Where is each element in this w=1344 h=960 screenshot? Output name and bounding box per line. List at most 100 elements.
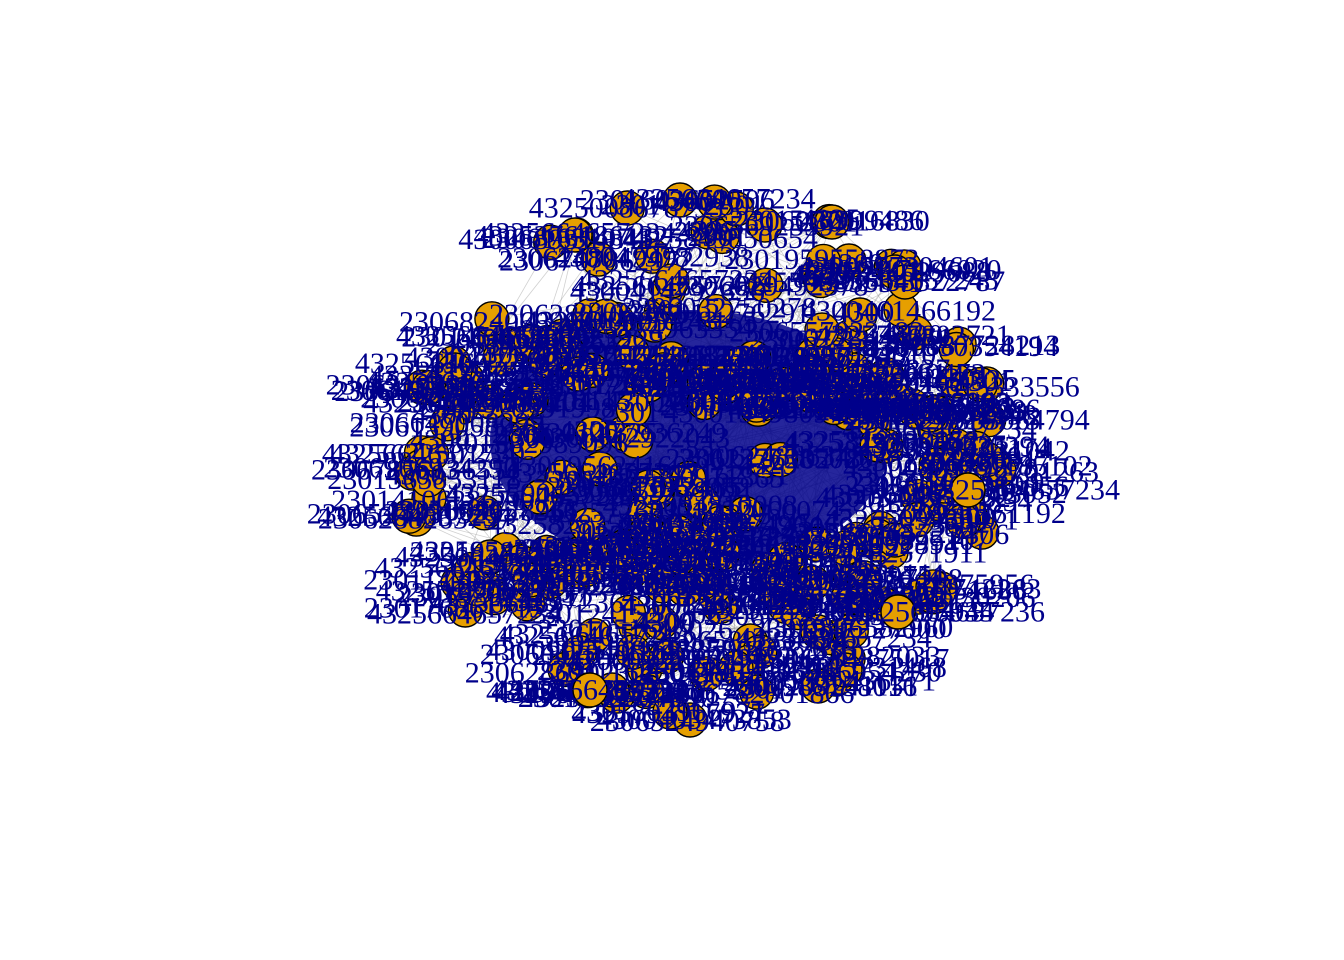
node-label: 4325664657234 — [616, 520, 811, 553]
node-label: 2306339728265 — [425, 328, 620, 361]
node-label: 2306042849570 — [480, 638, 675, 671]
node-label: 4325 — [497, 322, 557, 355]
node-label: 2306793961524 — [641, 656, 836, 689]
node-label: 4325550971865 — [589, 462, 784, 495]
node-label: 2306844629551 — [657, 386, 852, 419]
node-label: 2301440703391 — [640, 654, 835, 687]
node-label: 4300 — [671, 384, 731, 417]
node-label: 4300461466192 — [801, 295, 996, 328]
node-label: 4325664657234 — [579, 264, 774, 297]
node-label: 2301768617152 — [364, 591, 559, 624]
graph-node — [912, 397, 948, 433]
graph-node — [747, 207, 783, 243]
graph-node — [748, 267, 784, 303]
graph-node — [962, 366, 999, 403]
node-label: 4325664657236 — [429, 587, 624, 620]
graph-node — [580, 241, 617, 277]
node-label: 2301020996093 — [815, 386, 1010, 419]
node-label: 2301 — [513, 535, 573, 568]
node-label: 4325664657236 — [572, 339, 767, 372]
node-label: 4325664657234 — [480, 217, 675, 250]
node-label: 4325854529737 — [409, 535, 604, 568]
node-label: 2306 — [901, 447, 961, 480]
node-label: 4300887728213 — [865, 329, 1060, 362]
node-label: 4325664657234 — [714, 382, 909, 415]
node-label: 4300 — [442, 569, 502, 602]
node-label: 2301799353837 — [755, 353, 950, 386]
node-label: 4325664657234 — [322, 438, 517, 471]
node-label: 4325 — [499, 585, 559, 618]
graph-edge — [576, 231, 709, 236]
node-label: 2301429584651 — [769, 584, 964, 617]
node-label: 4325664657234 — [587, 544, 782, 577]
graph-node — [899, 502, 935, 538]
node-label: 4300 — [559, 415, 619, 448]
node-label: 4300 — [385, 459, 445, 492]
graph-node — [588, 298, 624, 334]
node-label: 4300108140826 — [579, 519, 774, 552]
node-label: 2301 — [872, 386, 932, 419]
node-label: 4325094810008 — [603, 489, 798, 522]
node-label: 2306 — [536, 464, 596, 497]
graph-node — [569, 551, 606, 587]
node-label: 2301 — [817, 532, 877, 565]
node-label: 4325664657243 — [556, 533, 751, 566]
node-label: 2301173036098 — [657, 340, 851, 373]
node-label: 4325456647157 — [612, 569, 807, 602]
node-label: 4325615972160 — [369, 359, 564, 392]
node-label: 4300075662374 — [615, 521, 810, 554]
node-label: 4325 — [712, 498, 772, 531]
node-label: 4300 — [500, 327, 560, 360]
node-label: 2306 — [836, 369, 896, 402]
graph-node — [472, 539, 508, 575]
graph-node — [652, 694, 688, 730]
graph-node — [529, 534, 565, 571]
node-label: 4300447371959 — [405, 341, 600, 374]
node-label: 2301426995396 — [592, 528, 787, 561]
graph-node — [645, 352, 682, 388]
graph-node — [859, 427, 895, 463]
node-label: 4300479782938 — [554, 240, 749, 273]
node-label: 4325778748869 — [631, 370, 826, 403]
node-label: 2301777162551 — [595, 459, 790, 492]
node-label: 2306647008299 — [350, 406, 545, 439]
graph-node — [800, 614, 836, 650]
node-label: 2301 — [601, 189, 661, 222]
node-label: 4300 — [728, 393, 788, 426]
node-label: 2306 — [492, 417, 552, 450]
node-label: 4325 — [801, 621, 861, 654]
node-label-4300: 4300 — [410, 424, 470, 457]
node-label: 4325776333331 — [544, 496, 739, 529]
node-label: 2306960921287 — [639, 347, 834, 380]
node-label: 2301333266854 — [837, 485, 1032, 518]
node-label: 2306260056525 — [604, 567, 799, 600]
graph-node — [615, 634, 651, 670]
node-label: 2306524940758 — [590, 705, 785, 738]
graph-node — [792, 377, 828, 413]
node-label: 2301 — [495, 420, 555, 453]
node-label: 4325615994810 — [741, 338, 936, 371]
node-label: 2306762214183 — [538, 339, 733, 372]
node-label: 4300386517286 — [845, 393, 1040, 426]
node-label: 4325 — [693, 534, 753, 567]
graph-node — [762, 441, 798, 478]
node-label: 4300092255949 — [566, 644, 761, 677]
node-label: 2301768423676 — [547, 368, 742, 401]
node-label: 2306489331125 — [551, 514, 745, 547]
node-label: 4300 — [784, 564, 844, 597]
node-label: 2301745837598 — [669, 385, 864, 418]
node-label: 4325762577890 — [520, 681, 715, 714]
node-label: 4325331252932 — [695, 363, 890, 396]
node-label: 4325664657234 — [842, 413, 1037, 446]
node-label: 2306904940515 — [522, 532, 717, 565]
node-label: 4325125731468 — [752, 651, 947, 684]
node-label: 2301277936249 — [531, 417, 726, 450]
node-label: 4325 — [678, 215, 738, 248]
node-label: 4300 — [636, 606, 696, 639]
node-label: 4325954397439 — [754, 393, 949, 426]
node-label-legible: 4325664657236 — [850, 596, 1045, 629]
node-label: 4300995550155 — [486, 634, 681, 667]
node-label: 4300 — [493, 549, 553, 582]
node-label: 2301024694204 — [398, 386, 593, 419]
node-label: 4300896582960 — [758, 611, 953, 644]
